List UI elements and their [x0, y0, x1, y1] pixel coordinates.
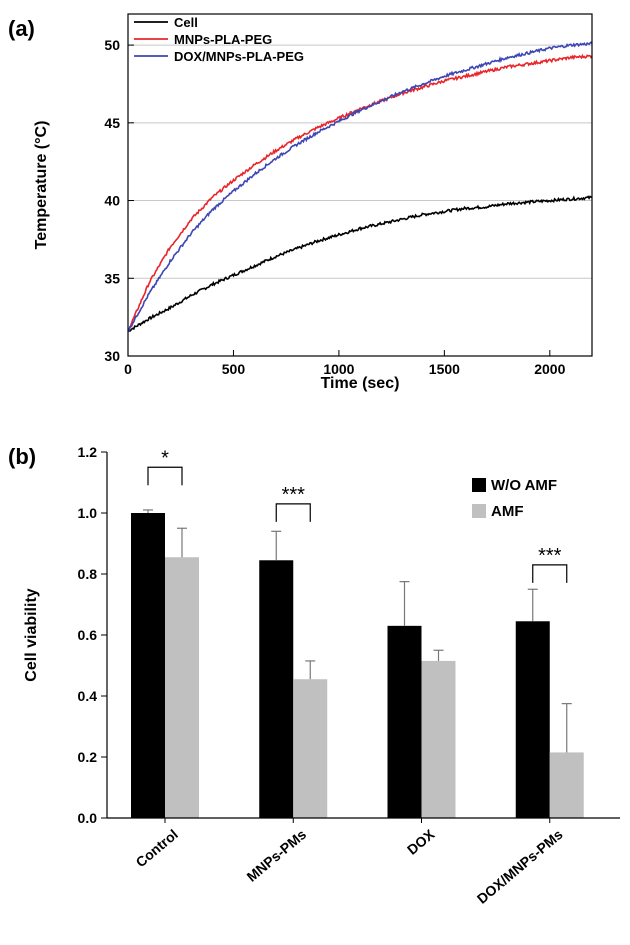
legend: W/O AMF AMF	[472, 477, 557, 520]
legend-label-1: MNPs-PLA-PEG	[174, 32, 272, 47]
significance-label-0: *	[161, 447, 169, 469]
y-tick-label-3: 45	[104, 115, 120, 131]
series-lines	[127, 41, 593, 333]
y-axis-title: Temperature (°C)	[33, 121, 50, 250]
bar-0-2	[387, 625, 422, 818]
plot-frame	[127, 13, 593, 357]
series-line-1	[127, 53, 593, 332]
x-tick-label-1: 500	[222, 361, 246, 377]
significance-label-2: ***	[538, 545, 562, 567]
category-label-3: DOX/MNPs-PMs	[474, 826, 566, 907]
bar-1-2	[421, 660, 456, 818]
panel-b-bar-chart: (b) 0.0 0.2 0.4 0.6 0.8 1.0 1.2 Control MNPs-PM…	[8, 444, 620, 907]
y-tick-label-1: 0.2	[78, 749, 98, 765]
legend-label-2: DOX/MNPs-PLA-PEG	[174, 49, 304, 64]
bar-0-0	[131, 513, 165, 818]
y-tick-label-6: 1.2	[78, 444, 98, 460]
y-tick-label-3: 0.6	[78, 627, 98, 643]
legend-label-1: AMF	[491, 503, 524, 520]
series-line-2	[127, 41, 593, 333]
x-tick-label-3: 1500	[429, 361, 460, 377]
bar-0-3	[515, 621, 550, 818]
x-tick-label-2: 1000	[323, 361, 354, 377]
significance-label-1: ***	[282, 484, 306, 506]
y-tick-label-0: 0.0	[78, 810, 98, 826]
y-tick-label-2: 40	[104, 193, 120, 209]
legend-label-0: Cell	[174, 15, 198, 30]
legend-label-0: W/O AMF	[491, 477, 557, 494]
category-label-1: MNPs-PMs	[243, 826, 309, 885]
legend-swatch-0	[472, 478, 486, 492]
y-ticks: 0.0 0.2 0.4 0.6 0.8 1.0 1.2	[78, 444, 107, 826]
grid-lines	[128, 44, 592, 279]
significance-bracket-0	[147, 466, 183, 486]
significance-bracket-1	[275, 503, 311, 522]
y-axis-title: Cell viability	[23, 588, 40, 681]
y-tick-label-1: 35	[104, 270, 120, 286]
bars	[131, 509, 584, 818]
panel-label-a: (a)	[8, 16, 35, 41]
panel-a-line-chart: (a) 0 500 1000 1500 2000 30 35 40 45 50 Time (se…	[8, 13, 593, 392]
significance-brackets: *******	[147, 447, 568, 583]
legend-swatch-1	[472, 504, 486, 518]
x-ticks: 0 500 1000 1500 2000	[124, 350, 566, 377]
category-label-0: Control	[133, 826, 181, 870]
panel-label-b: (b)	[8, 444, 36, 469]
bar-1-1	[293, 679, 328, 818]
x-tick-label-0: 0	[124, 361, 132, 377]
category-label-2: DOX	[404, 826, 438, 858]
bar-1-3	[549, 752, 584, 818]
x-tick-label-4: 2000	[534, 361, 565, 377]
series-line-0	[127, 195, 593, 333]
plot-border	[127, 13, 593, 357]
y-tick-label-0: 30	[104, 348, 120, 364]
category-labels: Control MNPs-PMs DOX DOX/MNPs-PMs	[133, 818, 566, 907]
y-tick-label-4: 0.8	[78, 566, 98, 582]
x-axis-title: Time (sec)	[321, 375, 400, 392]
legend: Cell MNPs-PLA-PEG DOX/MNPs-PLA-PEG	[134, 15, 304, 64]
y-tick-label-4: 50	[104, 37, 120, 53]
bar-0-1	[259, 560, 294, 818]
y-tick-label-5: 1.0	[78, 505, 98, 521]
y-tick-label-2: 0.4	[78, 688, 98, 704]
bar-1-0	[165, 557, 199, 818]
significance-bracket-2	[532, 564, 568, 583]
y-ticks: 30 35 40 45 50	[104, 37, 134, 364]
